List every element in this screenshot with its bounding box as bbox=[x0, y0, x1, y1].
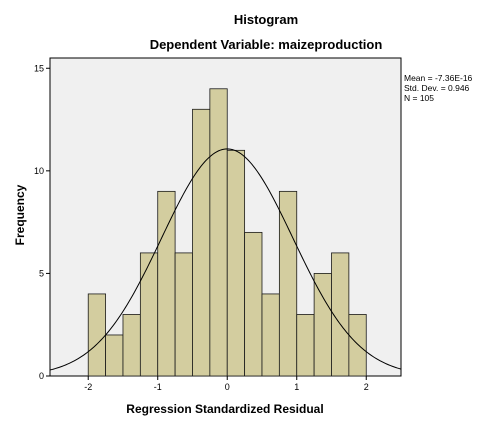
histogram-bar bbox=[139, 252, 159, 377]
y-axis: 0 5 10 15 bbox=[34, 63, 50, 381]
histogram-bar bbox=[226, 149, 246, 377]
histogram-bar bbox=[331, 252, 350, 377]
normal-curve bbox=[49, 148, 402, 371]
y-tick-label: 15 bbox=[34, 63, 44, 73]
histogram-bar bbox=[157, 190, 176, 377]
chart-title: Histogram bbox=[234, 12, 298, 27]
histogram-bar bbox=[261, 293, 280, 377]
x-tick-label: -1 bbox=[154, 382, 162, 392]
histogram-bar bbox=[278, 190, 298, 377]
histogram-bar bbox=[192, 108, 211, 377]
histogram-bar bbox=[296, 314, 315, 377]
histogram-bar bbox=[174, 252, 193, 377]
stats-n: N = 105 bbox=[404, 93, 434, 103]
histogram-bar bbox=[105, 334, 124, 377]
x-axis-title: Regression Standardized Residual bbox=[126, 402, 323, 416]
stats-std-dev: Std. Dev. = 0.946 bbox=[404, 83, 470, 93]
stats-mean: Mean = -7.36E-16 bbox=[404, 73, 473, 83]
histogram-bar bbox=[348, 314, 367, 377]
x-tick-label: 0 bbox=[225, 382, 230, 392]
histogram-bar bbox=[87, 293, 107, 377]
x-tick-label: 1 bbox=[294, 382, 299, 392]
histogram-bar bbox=[313, 273, 332, 377]
histogram-bar bbox=[244, 231, 263, 377]
y-tick-label: 5 bbox=[39, 268, 44, 278]
bars-group bbox=[87, 88, 367, 377]
histogram-bar bbox=[209, 88, 228, 377]
x-tick-label: -2 bbox=[84, 382, 92, 392]
y-tick-label: 10 bbox=[34, 166, 44, 176]
chart-subtitle: Dependent Variable: maizeproduction bbox=[150, 37, 383, 52]
x-tick-label: 2 bbox=[364, 382, 369, 392]
y-axis-title: Frequency bbox=[13, 184, 27, 245]
histogram-bar bbox=[122, 314, 141, 377]
stats-box: Mean = -7.36E-16 Std. Dev. = 0.946 N = 1… bbox=[404, 73, 473, 103]
x-axis: -2 -1 0 1 2 bbox=[84, 376, 369, 392]
y-tick-label: 0 bbox=[39, 371, 44, 381]
